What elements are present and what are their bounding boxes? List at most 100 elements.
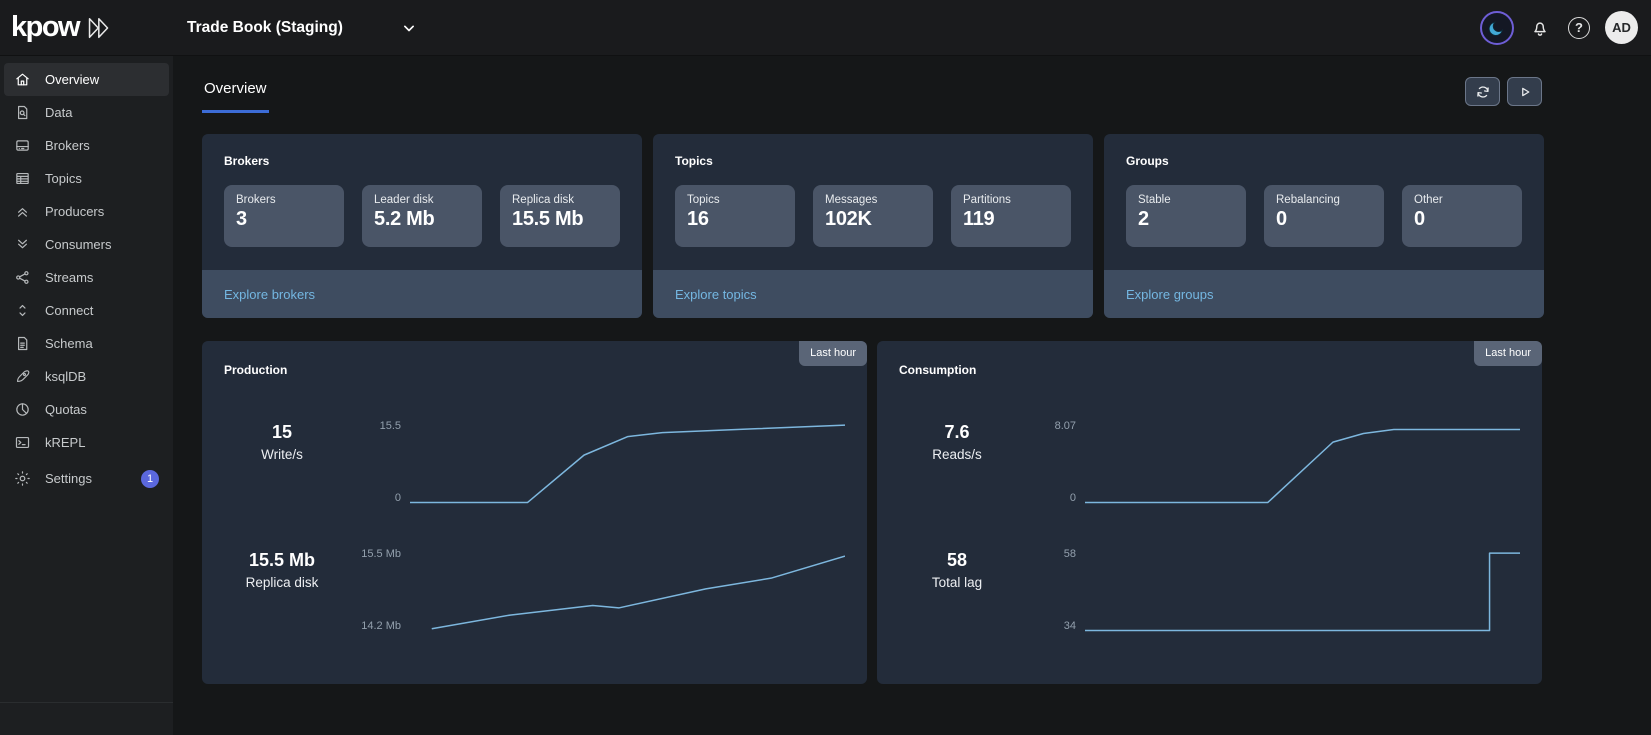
sidebar-item-label: Brokers: [45, 138, 90, 153]
stat-label: Messages: [825, 194, 878, 206]
theme-toggle-button[interactable]: [1480, 10, 1514, 45]
sidebar-item-ksqldb[interactable]: ksqlDB: [4, 360, 169, 393]
help-button[interactable]: ?: [1566, 15, 1592, 41]
topics-card: Topics Topics 16 Messages 102K Partition…: [653, 134, 1093, 318]
sidebar-item-label: Connect: [45, 303, 94, 318]
sidebar-item-streams[interactable]: Streams: [4, 261, 169, 294]
sidebar-item-label: Overview: [45, 72, 100, 87]
stat-label: Rebalancing: [1276, 194, 1340, 206]
user-avatar[interactable]: AD: [1605, 11, 1638, 44]
home-icon: [14, 71, 31, 88]
explore-groups-link[interactable]: Explore groups: [1126, 286, 1214, 302]
stat-tile-stable: Stable 2: [1126, 185, 1246, 247]
sidebar-item-label: Schema: [45, 336, 93, 351]
time-range-badge: Last hour: [799, 341, 867, 366]
kpow-chevrons-icon: [86, 16, 116, 40]
card-footer: Explore groups: [1104, 270, 1544, 318]
play-icon: [1516, 83, 1534, 101]
stat-label: Partitions: [963, 194, 1011, 206]
writes-chart-row: 15 Write/s 15.5 0: [224, 420, 845, 506]
sidebar-item-topics[interactable]: Topics: [4, 162, 169, 195]
stat-value: 0: [1276, 208, 1287, 230]
sidebar-item-producers[interactable]: Producers: [4, 195, 169, 228]
stat-label: Reads/s: [932, 447, 982, 462]
stat-value: 0: [1414, 208, 1425, 230]
stat-value: 102K: [825, 208, 872, 230]
kpow-logo[interactable]: kpow: [0, 13, 173, 42]
consumption-chart-card: Last hour Consumption 7.6 Reads/s 8.07 0: [877, 341, 1542, 684]
y-axis-labels: 15.5 0: [340, 420, 410, 506]
sidebar-item-quotas[interactable]: Quotas: [4, 393, 169, 426]
total-lag-line-chart: [1085, 548, 1520, 634]
sidebar-item-brokers[interactable]: Brokers: [4, 129, 169, 162]
explore-brokers-link[interactable]: Explore brokers: [224, 286, 316, 302]
stat-label: Total lag: [931, 575, 983, 590]
sidebar-footer: [0, 702, 173, 735]
writes-stat: 15 Write/s: [224, 422, 340, 462]
topbar-actions: ? AD: [1480, 10, 1651, 45]
sidebar-item-krepl[interactable]: kREPL: [4, 426, 169, 459]
sidebar-item-label: ksqlDB: [45, 369, 87, 384]
stat-label: Brokers: [236, 194, 276, 206]
reads-stat: 7.6 Reads/s: [899, 422, 1015, 462]
stat-tile-replica-disk: Replica disk 15.5 Mb: [500, 185, 620, 247]
y-min-label: 0: [1069, 492, 1076, 504]
environment-selector[interactable]: Trade Book (Staging): [187, 18, 419, 38]
settings-count-badge: 1: [141, 469, 159, 488]
groups-card: Groups Stable 2 Rebalancing 0 Other 0: [1104, 134, 1544, 318]
card-footer: Explore brokers: [202, 270, 642, 318]
stat-tile-other: Other 0: [1402, 185, 1522, 247]
refresh-button[interactable]: [1465, 77, 1500, 106]
stat-value: 15: [271, 422, 293, 442]
sidebar-item-consumers[interactable]: Consumers: [4, 228, 169, 261]
stat-tile-brokers: Brokers 3: [224, 185, 344, 247]
y-axis-labels: 15.5 Mb 14.2 Mb: [340, 548, 410, 634]
sidebar-item-overview[interactable]: Overview: [4, 63, 169, 96]
sidebar-item-label: Streams: [45, 270, 94, 285]
top-bar: kpow Trade Book (Staging): [0, 0, 1651, 56]
stat-tile-leader-disk: Leader disk 5.2 Mb: [362, 185, 482, 247]
stat-value: 15.5 Mb: [512, 208, 584, 230]
tab-overview[interactable]: Overview: [202, 74, 269, 113]
stat-value: 2: [1138, 208, 1149, 230]
y-max-label: 58: [1063, 548, 1076, 560]
sidebar: Overview Data Brokers Topics: [0, 56, 173, 735]
writes-line-chart: [410, 420, 845, 506]
sidebar-item-settings[interactable]: Settings 1: [4, 462, 169, 495]
card-title: Consumption: [899, 363, 977, 377]
sidebar-item-schema[interactable]: Schema: [4, 327, 169, 360]
y-min-label: 34: [1063, 620, 1076, 632]
card-title: Groups: [1126, 154, 1169, 168]
stat-tile-partitions: Partitions 119: [951, 185, 1071, 247]
play-button[interactable]: [1507, 77, 1542, 106]
stat-tile-rebalancing: Rebalancing 0: [1264, 185, 1384, 247]
explore-topics-link[interactable]: Explore topics: [675, 286, 757, 302]
sidebar-item-label: Settings: [45, 471, 92, 486]
stat-tiles: Brokers 3 Leader disk 5.2 Mb Replica dis…: [202, 168, 642, 247]
main-area: Overview: [173, 56, 1651, 735]
stat-value: 58: [946, 550, 968, 570]
stat-value: 7.6: [944, 422, 970, 442]
sidebar-item-label: Producers: [45, 204, 105, 219]
sidebar-item-label: Quotas: [45, 402, 87, 417]
y-max-label: 15.5: [379, 420, 401, 432]
stat-value: 5.2 Mb: [374, 208, 435, 230]
topics-table-icon: [14, 170, 31, 187]
y-max-label: 15.5 Mb: [361, 548, 401, 560]
notifications-button[interactable]: [1527, 15, 1553, 41]
sidebar-item-data[interactable]: Data: [4, 96, 169, 129]
sort-chevrons-icon: [14, 302, 31, 319]
schema-file-icon: [14, 335, 31, 352]
sidebar-item-label: Topics: [45, 171, 82, 186]
stat-label: Topics: [687, 194, 720, 206]
y-axis-labels: 58 34: [1015, 548, 1085, 634]
total-lag-chart-row: 58 Total lag 58 34: [899, 548, 1520, 634]
stat-value: 15.5 Mb: [248, 550, 316, 570]
replica-disk-stat: 15.5 Mb Replica disk: [224, 550, 340, 590]
terminal-icon: [14, 434, 31, 451]
bell-icon: [1529, 17, 1551, 39]
y-min-label: 0: [394, 492, 401, 504]
y-axis-labels: 8.07 0: [1015, 420, 1085, 506]
stat-label: Write/s: [261, 447, 303, 462]
sidebar-item-connect[interactable]: Connect: [4, 294, 169, 327]
